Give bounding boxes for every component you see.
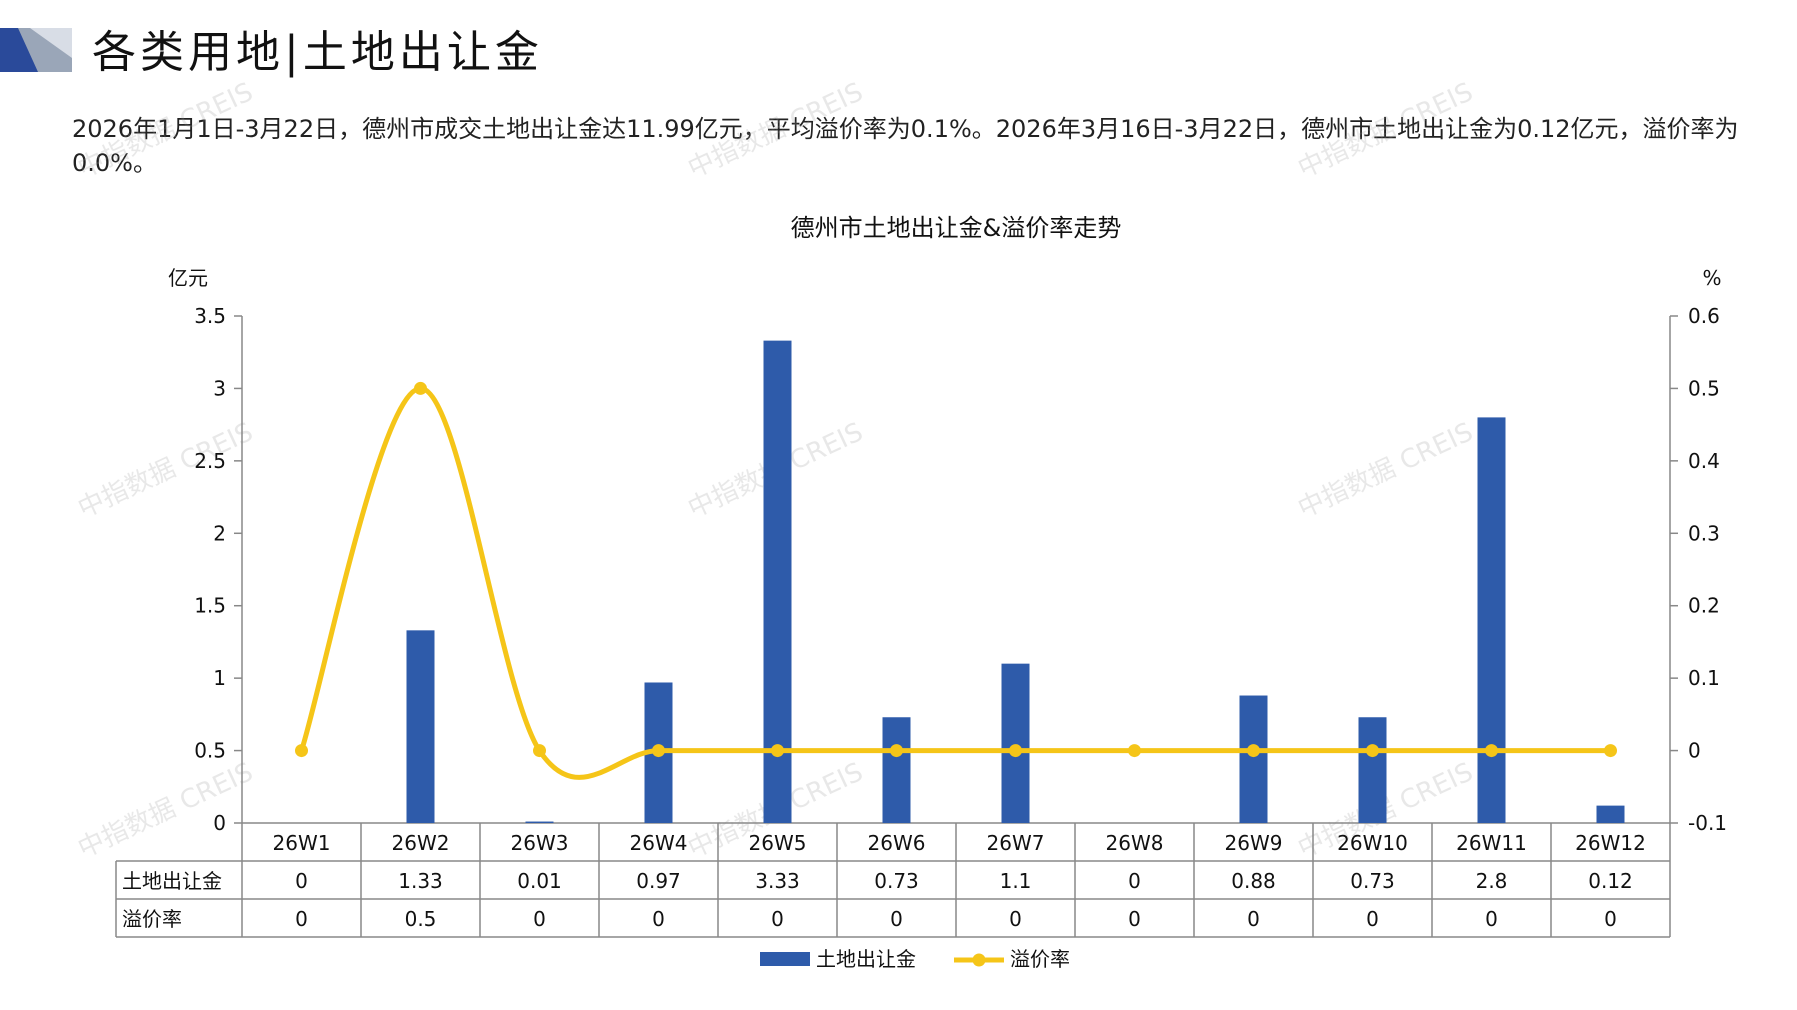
x-tick-label: 26W11 — [1456, 831, 1527, 855]
table-cell: 0 — [652, 907, 665, 931]
y-left-tick-label: 3.5 — [194, 304, 226, 328]
table-cell: 0.73 — [874, 869, 919, 893]
line-point — [1485, 744, 1498, 758]
table-cell: 0.01 — [517, 869, 562, 893]
bar — [882, 717, 911, 823]
y-right-tick-label: 0.6 — [1688, 304, 1720, 328]
y-left-tick-label: 2 — [213, 521, 226, 545]
y-left-tick-label: 3 — [213, 376, 226, 400]
y-right-tick-label: 0.5 — [1688, 376, 1720, 400]
table-cell: 0.12 — [1588, 869, 1633, 893]
legend-swatch — [760, 952, 810, 966]
y-right-tick-label: 0.2 — [1688, 594, 1720, 618]
table-cell: 2.8 — [1476, 869, 1508, 893]
y-left-tick-label: 1.5 — [194, 594, 226, 618]
y-left-unit: 亿元 — [168, 266, 208, 290]
legend-label: 溢价率 — [1010, 947, 1070, 971]
legend-label: 土地出让金 — [816, 947, 916, 971]
y-right-tick-label: 0.3 — [1688, 521, 1720, 545]
x-tick-label: 26W3 — [511, 831, 569, 855]
table-cell: 0 — [1366, 907, 1379, 931]
table-cell: 0.5 — [405, 907, 437, 931]
line-point — [533, 744, 546, 758]
table-cell: 1.33 — [398, 869, 443, 893]
table-cell: 0 — [1128, 907, 1141, 931]
x-tick-label: 26W10 — [1337, 831, 1408, 855]
bar — [525, 821, 554, 823]
table-cell: 0 — [1604, 907, 1617, 931]
line-series-path — [299, 385, 1611, 780]
logo-mark — [0, 28, 72, 72]
line-point — [771, 744, 784, 758]
table-cell: 0.73 — [1350, 869, 1395, 893]
table-row-header: 溢价率 — [122, 907, 182, 931]
x-tick-label: 26W1 — [273, 831, 331, 855]
summary-text: 2026年1月1日-3月22日，德州市成交土地出让金达11.99亿元，平均溢价率… — [72, 115, 1739, 177]
line-point — [1604, 744, 1617, 758]
table-row-header: 土地出让金 — [122, 869, 222, 893]
table-cell: 0 — [1247, 907, 1260, 931]
line-point — [1247, 744, 1260, 758]
y-right-tick-label: 0 — [1688, 739, 1701, 763]
table-cell: 0 — [890, 907, 903, 931]
legend-swatch — [972, 953, 986, 967]
page-title: 各类用地|土地出让金 — [92, 27, 543, 78]
table-cell: 3.33 — [755, 869, 800, 893]
line-point — [652, 744, 665, 758]
x-tick-label: 26W2 — [392, 831, 450, 855]
table-cell: 0 — [295, 869, 308, 893]
x-tick-label: 26W7 — [987, 831, 1045, 855]
x-tick-label: 26W5 — [749, 831, 807, 855]
y-right-tick-label: 0.4 — [1688, 449, 1720, 473]
y-right-tick-label: 0.1 — [1688, 666, 1720, 690]
bar — [1001, 663, 1030, 823]
y-left-tick-label: 0 — [213, 811, 226, 835]
x-tick-label: 26W8 — [1106, 831, 1164, 855]
chart-title: 德州市土地出让金&溢价率走势 — [791, 214, 1122, 242]
table-cell: 0 — [1128, 869, 1141, 893]
line-point — [295, 744, 308, 758]
y-right-unit: % — [1702, 266, 1721, 290]
table-cell: 0 — [1485, 907, 1498, 931]
line-point — [1366, 744, 1379, 758]
table-cell: 0 — [295, 907, 308, 931]
line-point — [414, 381, 427, 395]
bar — [1596, 805, 1625, 823]
x-tick-label: 26W4 — [630, 831, 688, 855]
bar — [1239, 695, 1268, 823]
table-cell: 0 — [533, 907, 546, 931]
y-left-tick-label: 2.5 — [194, 449, 226, 473]
y-right-tick-label: -0.1 — [1688, 811, 1727, 835]
line-point — [1009, 744, 1022, 758]
x-tick-label: 26W6 — [868, 831, 926, 855]
line-point — [890, 744, 903, 758]
x-tick-label: 26W9 — [1225, 831, 1283, 855]
table-cell: 1.1 — [1000, 869, 1032, 893]
bar — [1477, 417, 1506, 823]
table-cell: 0.97 — [636, 869, 681, 893]
line-point — [1128, 744, 1141, 758]
table-cell: 0 — [771, 907, 784, 931]
table-cell: 0 — [1009, 907, 1022, 931]
bar — [1358, 717, 1387, 823]
y-left-tick-label: 0.5 — [194, 739, 226, 763]
y-left-tick-label: 1 — [213, 666, 226, 690]
table-cell: 0.88 — [1231, 869, 1276, 893]
bar — [406, 630, 435, 823]
x-tick-label: 26W12 — [1575, 831, 1646, 855]
bar — [763, 340, 792, 823]
